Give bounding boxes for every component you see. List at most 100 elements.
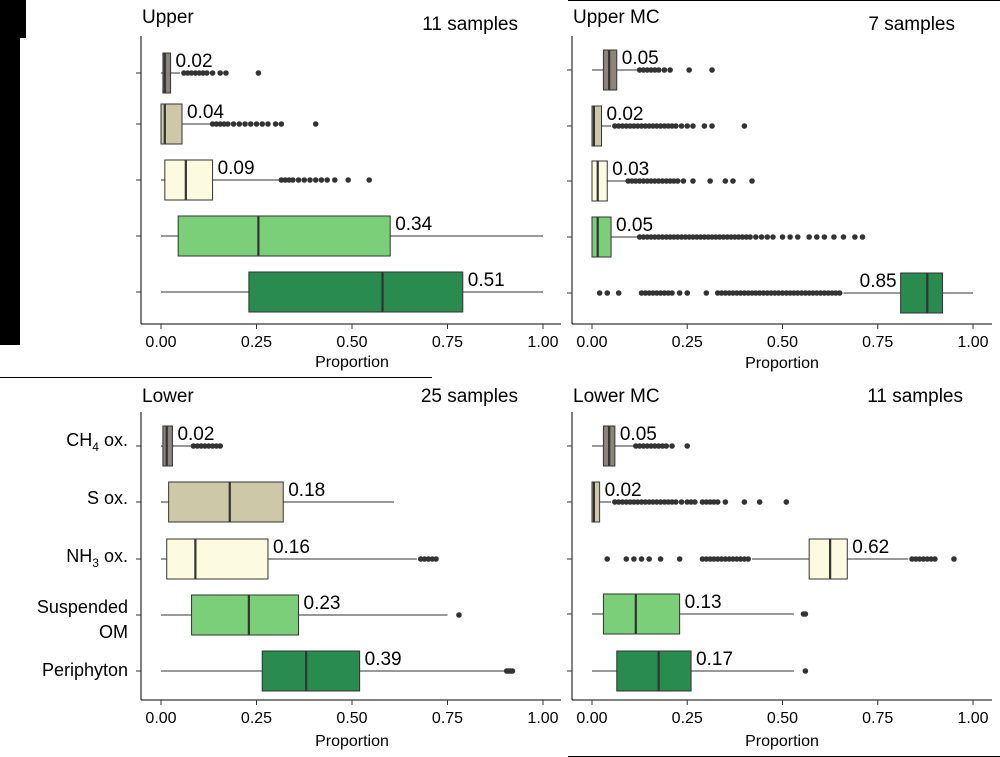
- outlier-point: [230, 121, 237, 127]
- box: [191, 594, 300, 636]
- box: [162, 52, 172, 94]
- box: [602, 593, 681, 635]
- outlier-point: [301, 177, 308, 183]
- outlier-point: [236, 121, 243, 127]
- outlier-point: [646, 556, 652, 562]
- outlier-point: [307, 177, 313, 183]
- x-tick-label: 1.00: [527, 334, 558, 351]
- outlier-point: [690, 123, 696, 129]
- x-tick-label: 0.75: [432, 334, 463, 351]
- y-label-periphyton: Periphyton: [42, 660, 128, 680]
- box: [160, 103, 183, 145]
- box: [591, 481, 601, 523]
- outlier-point: [312, 121, 319, 127]
- panel-lower: Lower 25 samples Proportion CH4 ox. S ox…: [37, 386, 561, 750]
- outlier-point: [366, 177, 372, 183]
- outlier-point: [821, 234, 828, 240]
- x-tick-label: 0.50: [336, 710, 367, 727]
- outlier-point: [223, 70, 229, 76]
- outlier-point: [242, 121, 248, 127]
- outlier-point: [686, 67, 692, 73]
- outlier-point: [749, 178, 755, 184]
- x-axis-title: Proportion: [745, 355, 819, 372]
- y-label-ch4: CH4 ox.: [66, 430, 128, 454]
- panel-divider-top: [0, 377, 432, 378]
- y-label-s: S ox.: [87, 488, 128, 508]
- value-label: 0.04: [187, 102, 224, 123]
- outlier-point: [859, 234, 866, 240]
- sample-count: 25 samples: [421, 386, 518, 407]
- box: [591, 105, 603, 147]
- panel-title: Lower: [142, 386, 194, 407]
- outlier-point: [701, 123, 708, 129]
- outlier-point: [802, 668, 809, 674]
- outlier-point: [255, 70, 262, 76]
- x-axis-title: Proportion: [315, 733, 389, 750]
- value-label: 0.17: [696, 649, 733, 670]
- panel-upper: Upper 11 samples Proportion 0.00 0.25 0.50…: [136, 7, 561, 371]
- sample-count: 11 samples: [422, 14, 518, 35]
- outlier-point: [730, 178, 736, 184]
- outlier-point: [709, 67, 715, 73]
- x-tick-label: 0.00: [145, 334, 176, 351]
- outlier-point: [324, 177, 330, 183]
- box: [166, 538, 269, 580]
- outlier-point: [932, 556, 938, 562]
- panel-divider-right: [568, 0, 1000, 1]
- outlier-point: [673, 123, 679, 129]
- box: [164, 159, 214, 201]
- x-axis-title: Proportion: [745, 733, 819, 750]
- outlier-point: [802, 611, 809, 617]
- outlier-point: [684, 123, 691, 129]
- value-label: 0.02: [176, 51, 213, 72]
- x-tick-label: 0.50: [767, 334, 798, 351]
- sample-count: 7 samples: [868, 14, 955, 35]
- x-tick-label: 0.00: [145, 710, 176, 727]
- outlier-point: [779, 234, 786, 240]
- x-tick-label: 0.00: [576, 710, 607, 727]
- x-tick-label: 0.25: [241, 710, 272, 727]
- x-axis-title: Proportion: [315, 354, 389, 371]
- y-label-nh3: NH3 ox.: [66, 546, 128, 570]
- outlier-point: [684, 443, 691, 449]
- outlier-point: [247, 121, 254, 127]
- outlier-point: [663, 443, 670, 449]
- outlier-point: [741, 499, 748, 505]
- value-label: 0.62: [852, 537, 889, 558]
- value-label: 0.13: [685, 592, 722, 613]
- value-label: 0.18: [288, 480, 325, 501]
- outlier-point: [674, 178, 681, 184]
- outlier-point: [615, 290, 622, 296]
- outlier-point: [741, 123, 748, 129]
- box: [900, 272, 944, 314]
- outlier-point: [312, 177, 319, 183]
- box: [591, 216, 612, 258]
- outlier-point: [596, 290, 603, 296]
- panel-title: Upper MC: [573, 7, 660, 28]
- outlier-point: [678, 123, 685, 129]
- value-label: 0.05: [616, 215, 653, 236]
- outlier-point: [764, 234, 771, 240]
- value-label: 0.03: [612, 159, 649, 180]
- outlier-point: [509, 668, 516, 674]
- outlier-point: [217, 443, 224, 449]
- box: [177, 215, 391, 257]
- outlier-point: [661, 67, 668, 73]
- outlier-point: [770, 234, 776, 240]
- x-tick-label: 1.00: [527, 710, 558, 727]
- value-label: 0.85: [860, 271, 897, 292]
- panel-title: Upper: [142, 7, 194, 28]
- outlier-point: [692, 499, 698, 505]
- outlier-point: [204, 70, 210, 76]
- value-label: 0.02: [177, 424, 214, 445]
- x-tick-label: 0.50: [767, 710, 798, 727]
- x-tick-label: 0.00: [576, 334, 607, 351]
- outlier-point: [722, 499, 729, 505]
- outlier-point: [623, 556, 630, 562]
- value-label: 0.39: [365, 649, 402, 670]
- outlier-point: [703, 290, 710, 296]
- outlier-point: [253, 121, 260, 127]
- panel-title: Lower MC: [573, 386, 660, 407]
- box: [616, 650, 692, 692]
- outlier-point: [318, 177, 325, 183]
